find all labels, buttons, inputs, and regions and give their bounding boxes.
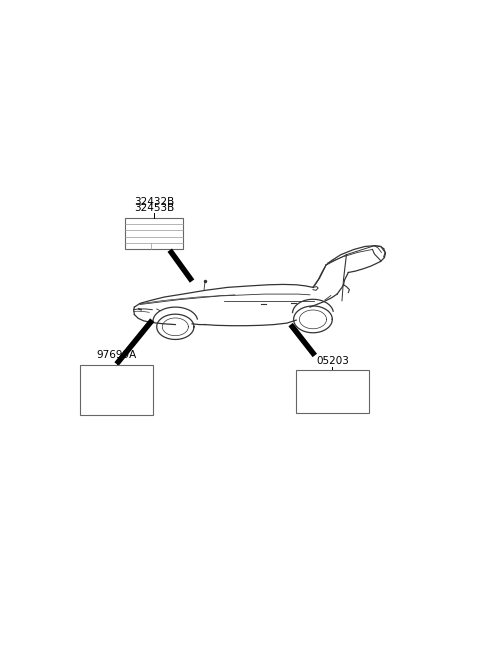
Bar	[125, 218, 183, 249]
Text: 32432B: 32432B	[134, 197, 174, 207]
Bar	[296, 371, 369, 413]
Text: 05203: 05203	[316, 356, 349, 366]
Text: 97699A: 97699A	[96, 350, 137, 360]
Text: 32453B: 32453B	[134, 203, 174, 213]
Bar	[81, 365, 153, 415]
